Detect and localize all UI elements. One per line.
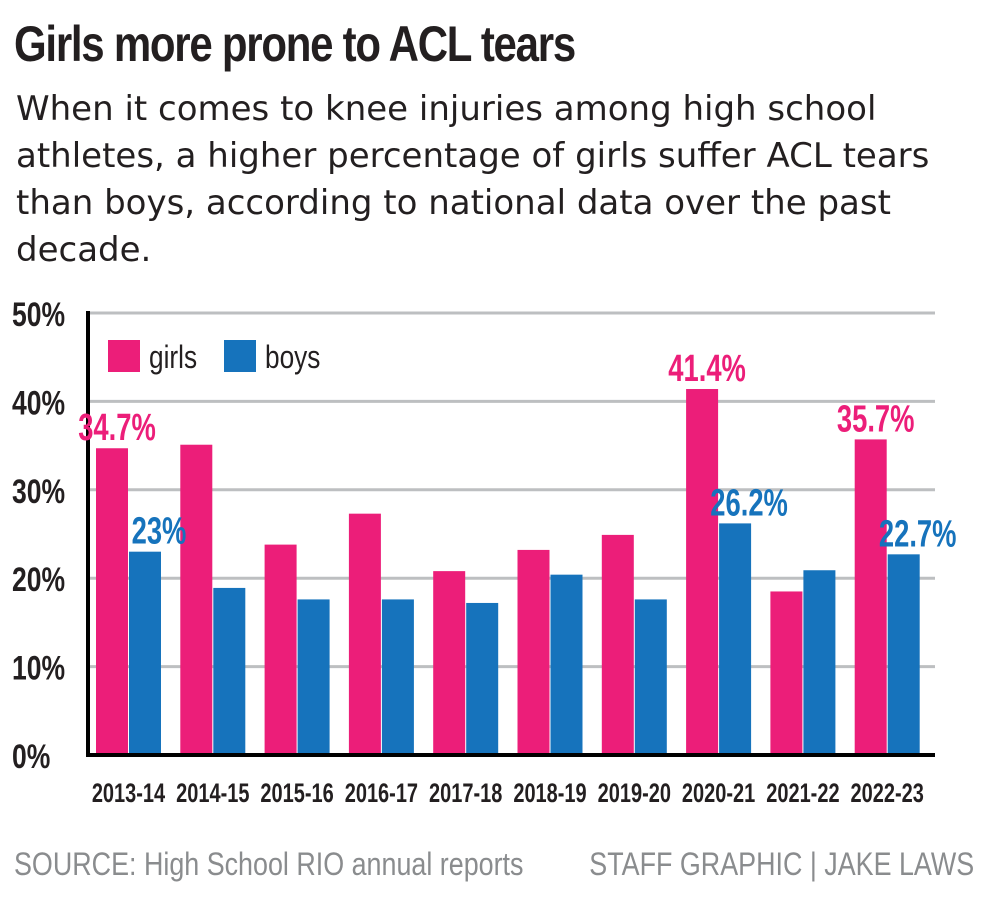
x-tick-label: 2020-21 (682, 778, 755, 809)
source-note: SOURCE: High School RIO annual reports (14, 846, 524, 882)
data-label-girls: 34.7% (78, 407, 156, 449)
legend-label-boys: boys (265, 341, 320, 376)
bar-boys (887, 554, 920, 755)
bar-girls (96, 448, 128, 755)
bar-chart: 0% 10% 20% 30% 40% 50% 2013-14 2014-15 2015-16 20… (12, 296, 957, 809)
bar-girls (854, 439, 887, 755)
chart-title: Girls more prone to ACL tears (14, 16, 576, 72)
y-tick-label: 30% (12, 473, 65, 511)
bar-girls (686, 389, 719, 755)
legend-label-girls: girls (149, 341, 197, 376)
bar-girls (601, 534, 634, 755)
bar-girls (180, 444, 213, 755)
x-tick-label: 2015-16 (260, 778, 333, 809)
bar-boys (634, 599, 667, 755)
bar-boys (803, 570, 836, 755)
y-tick-label: 50% (12, 296, 65, 334)
bar-boys (129, 551, 161, 755)
x-tick-label: 2018-19 (513, 778, 586, 809)
y-tick-label: 40% (12, 384, 65, 422)
data-label-girls: 41.4% (668, 348, 746, 390)
x-tick-label: 2021-22 (766, 778, 839, 809)
bar-boys (213, 587, 246, 755)
y-tick-label: 0% (12, 738, 50, 776)
bar-boys (550, 574, 583, 755)
bar-boys (466, 602, 499, 755)
legend-swatch-girls (108, 340, 140, 372)
staff-credit: STAFF GRAPHIC | JAKE LAWS (589, 846, 974, 882)
x-tick-label: 2017-18 (429, 778, 502, 809)
bar-boys (719, 523, 752, 755)
bar-girls (770, 591, 803, 755)
bar-boys (381, 599, 414, 755)
bar-girls (264, 544, 297, 755)
x-tick-label: 2013-14 (92, 778, 166, 809)
bar-girls (348, 513, 381, 755)
chart-subtitle: When it comes to knee injuries among hig… (16, 89, 930, 270)
data-label-girls: 35.7% (837, 398, 915, 440)
legend-swatch-boys (224, 340, 256, 372)
x-tick-label: 2019-20 (598, 778, 671, 809)
y-tick-label: 20% (12, 561, 65, 599)
data-label-boys: 26.2% (710, 482, 788, 524)
data-label-boys: 23% (132, 510, 187, 552)
x-tick-label: 2014-15 (176, 778, 249, 809)
x-tick-label: 2016-17 (345, 778, 418, 809)
bar-boys (297, 599, 330, 755)
bar-girls (517, 549, 550, 755)
bar-girls (433, 571, 466, 755)
data-label-boys: 22.7% (879, 513, 957, 555)
x-tick-label: 2022-23 (851, 778, 924, 809)
y-tick-label: 10% (12, 649, 65, 687)
